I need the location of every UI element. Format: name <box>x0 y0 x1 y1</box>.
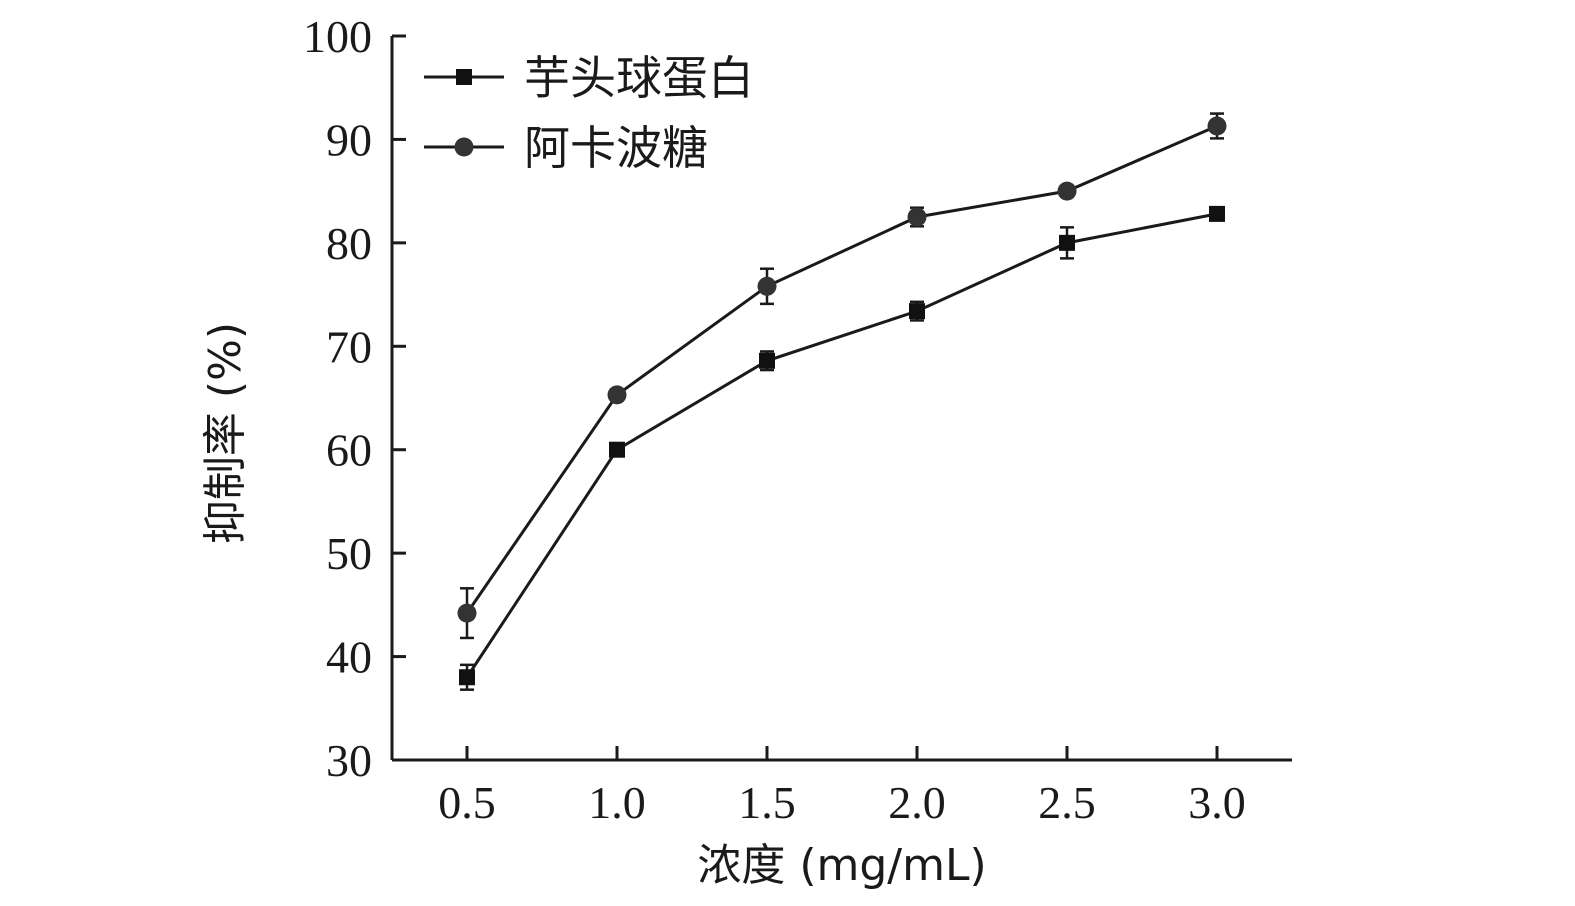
plot-area <box>457 112 1227 691</box>
data-point-square <box>1209 205 1225 222</box>
data-point-circle <box>907 207 927 227</box>
data-point-circle <box>457 603 477 623</box>
legend-item-acarbose: 阿卡波糖 <box>424 121 708 175</box>
legend-label: 阿卡波糖 <box>524 121 708 175</box>
series-line <box>465 212 1218 679</box>
data-point-square <box>909 303 925 320</box>
data-point-circle <box>1207 116 1227 136</box>
data-point-square <box>1059 234 1075 251</box>
y-tick-label: 70 <box>326 321 372 372</box>
legend-label: 芋头球蛋白 <box>524 51 754 105</box>
y-ticks: 30 40 50 60 70 80 90 100 <box>303 11 406 786</box>
x-tick-label: 2.0 <box>888 777 946 828</box>
x-tick-label: 1.5 <box>738 777 796 828</box>
y-tick-label: 30 <box>326 735 372 786</box>
legend-item-taro-globulin: 芋头球蛋白 <box>424 51 754 105</box>
series-line <box>465 124 1218 614</box>
y-tick-label: 80 <box>326 218 372 269</box>
y-tick-label: 90 <box>326 114 372 165</box>
x-axis-title: 浓度 (mg/mL) <box>697 840 986 891</box>
data-point-square <box>609 441 625 458</box>
data-point-circle <box>757 276 777 296</box>
x-ticks: 0.5 1.0 1.5 2.0 2.5 3.0 <box>438 746 1246 828</box>
legend: 芋头球蛋白 阿卡波糖 <box>424 51 754 175</box>
data-point-circle <box>1057 181 1077 201</box>
y-tick-label: 60 <box>326 425 372 476</box>
data-point-circle <box>607 385 627 405</box>
series-taro-globulin <box>459 205 1225 691</box>
legend-circle-marker <box>454 137 474 157</box>
x-tick-label: 3.0 <box>1188 777 1246 828</box>
legend-square-marker <box>456 69 472 85</box>
y-tick-label: 40 <box>326 632 372 683</box>
x-tick-label: 1.0 <box>588 777 646 828</box>
axes: 30 40 50 60 70 80 90 100 0.5 1.0 1.5 2.0 2.5 3.0 <box>303 11 1292 828</box>
y-tick-label: 100 <box>303 11 372 62</box>
data-point-square <box>759 352 775 369</box>
y-tick-label: 50 <box>326 528 372 579</box>
series-acarbose <box>457 112 1227 640</box>
data-point-square <box>459 669 475 686</box>
x-tick-label: 0.5 <box>438 777 496 828</box>
y-axis-title: 抑制率 (%) <box>200 322 251 544</box>
x-tick-label: 2.5 <box>1038 777 1096 828</box>
